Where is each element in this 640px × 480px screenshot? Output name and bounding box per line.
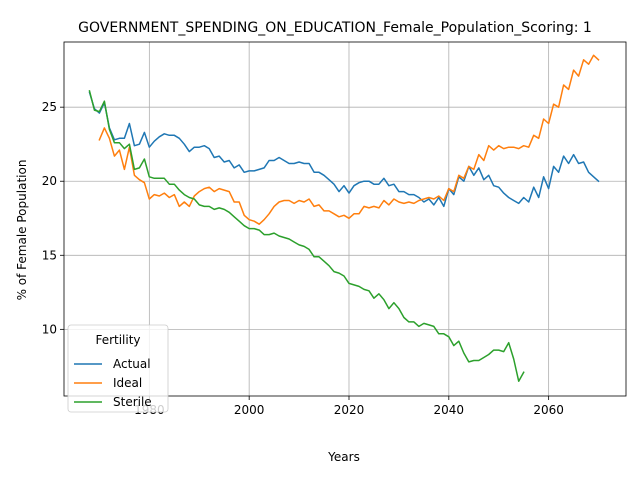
legend-box	[67, 324, 169, 413]
y-tick-label: 10	[42, 322, 57, 336]
x-tick-label: 2020	[334, 403, 365, 417]
y-axis-ticks: 10 15 20 25	[42, 100, 64, 336]
x-tick-label: 2000	[234, 403, 265, 417]
series-line-actual	[88, 91, 600, 208]
legend: Fertility Actual Ideal Sterile	[67, 324, 169, 413]
x-tick-label: 2040	[434, 403, 465, 417]
y-axis-label: % of Female Population	[15, 160, 29, 301]
chart-title: GOVERNMENT_SPENDING_ON_EDUCATION_Female_…	[78, 20, 592, 36]
legend-entries: Actual Ideal Sterile	[74, 357, 152, 409]
series-line-sterile	[88, 89, 525, 382]
x-tick-label: 2060	[533, 403, 564, 417]
series-line-ideal	[98, 54, 600, 225]
legend-label-sterile: Sterile	[113, 395, 152, 409]
y-tick-label: 20	[42, 174, 57, 188]
legend-label-actual: Actual	[113, 357, 151, 371]
series-layer	[88, 54, 600, 382]
plot-frame	[63, 41, 627, 397]
y-tick-label: 15	[42, 248, 57, 262]
legend-title: Fertility	[95, 333, 140, 347]
x-axis-label: Years	[327, 450, 360, 464]
y-tick-label: 25	[42, 100, 57, 114]
legend-label-ideal: Ideal	[113, 376, 142, 390]
